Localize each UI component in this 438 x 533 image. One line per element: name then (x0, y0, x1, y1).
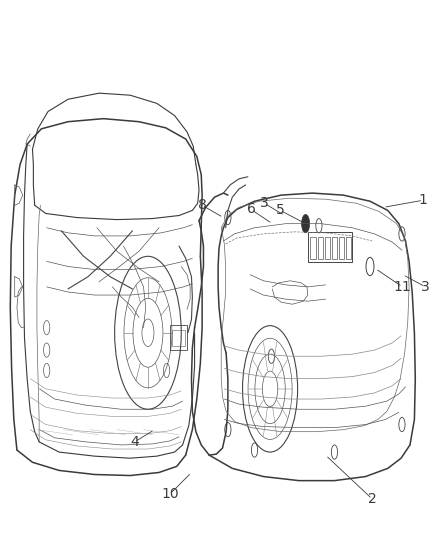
Text: 2: 2 (368, 492, 377, 506)
Text: 8: 8 (198, 198, 207, 212)
Bar (346, 237, 351, 260)
Text: 10: 10 (161, 487, 179, 501)
Text: 3: 3 (260, 196, 268, 211)
Bar (173, 330, 185, 346)
Bar (339, 237, 344, 260)
Text: 1: 1 (419, 193, 428, 207)
Text: 11: 11 (393, 280, 411, 294)
Bar (332, 237, 337, 260)
Text: 6: 6 (247, 203, 255, 216)
Bar (308, 232, 352, 262)
Circle shape (302, 214, 310, 233)
Bar (325, 237, 330, 260)
Bar (170, 325, 187, 350)
Text: 3: 3 (421, 280, 430, 294)
Bar (318, 237, 323, 260)
Text: 4: 4 (130, 435, 139, 449)
Bar (311, 237, 316, 260)
Text: 5: 5 (276, 204, 285, 217)
